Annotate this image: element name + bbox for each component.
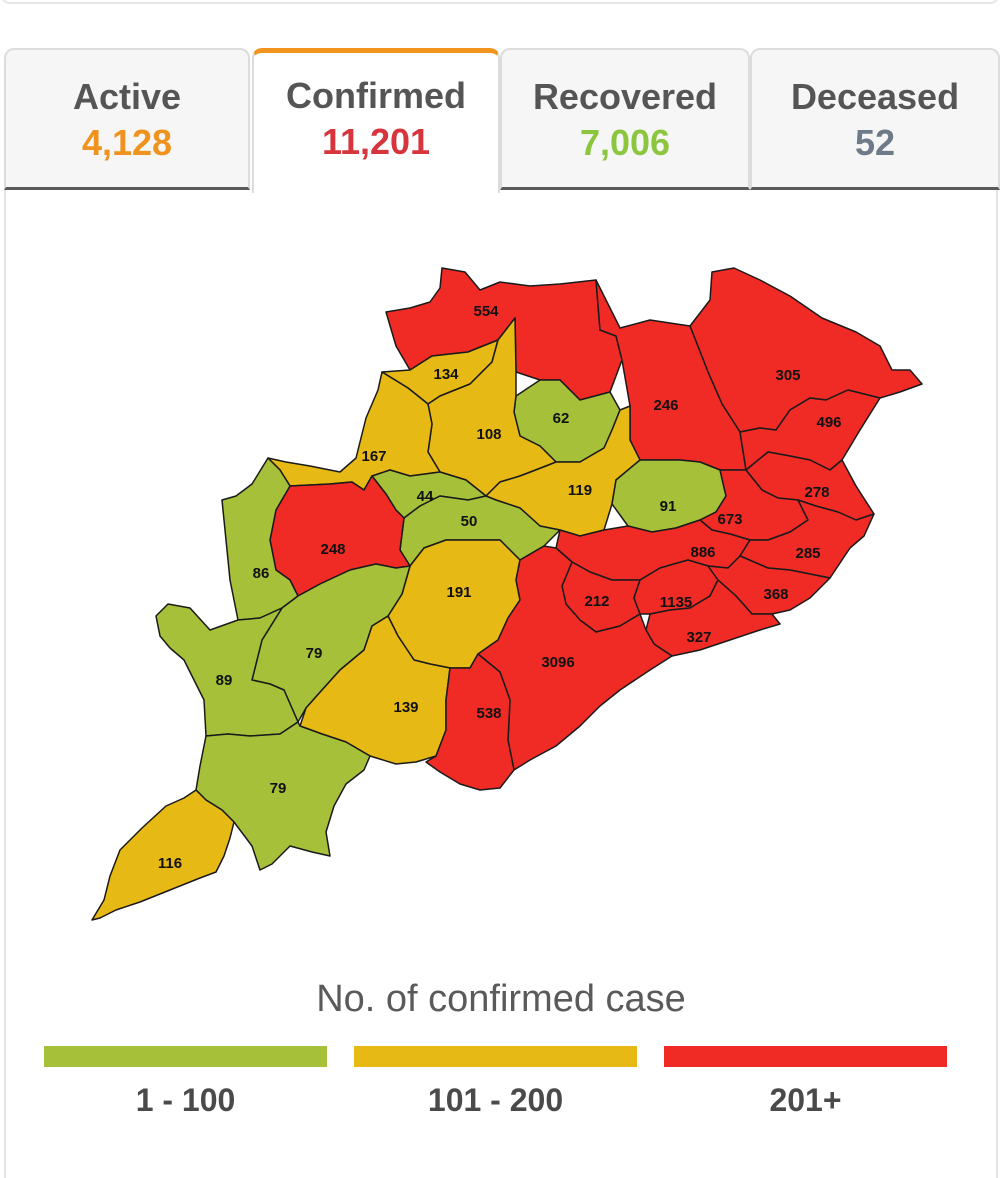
- tab-active[interactable]: Active 4,128: [4, 48, 250, 190]
- district-count-label: 86: [253, 565, 270, 582]
- district-count-label: 248: [320, 541, 345, 558]
- district-count-label: 119: [568, 482, 592, 499]
- tab-deceased-label: Deceased: [790, 76, 960, 117]
- district-count-label: 134: [433, 366, 459, 383]
- legend-swatch-low: [44, 1046, 327, 1067]
- tab-confirmed[interactable]: Confirmed 11,201: [252, 48, 500, 193]
- district-count-label: 108: [476, 426, 501, 443]
- tab-confirmed-label: Confirmed: [286, 75, 466, 116]
- tab-recovered-label: Recovered: [532, 76, 718, 117]
- district-map: 554 134 305 246 496 62 108 167 44 119 91 278 50 673 24…: [91, 267, 923, 921]
- district-count-label: 89: [216, 672, 233, 689]
- district-89[interactable]: [155, 603, 299, 737]
- district-count-label: 554: [473, 303, 499, 320]
- district-count-label: 79: [306, 645, 323, 662]
- district-count-label: 886: [690, 544, 715, 561]
- district-count-label: 44: [417, 488, 434, 505]
- district-count-label: 327: [686, 629, 711, 646]
- district-count-label: 62: [553, 410, 570, 427]
- legend-swatch-high: [664, 1046, 947, 1067]
- district-count-label: 139: [393, 699, 418, 716]
- district-count-label: 496: [816, 414, 841, 431]
- tab-active-value: 4,128: [81, 122, 173, 163]
- stat-tabs: Active 4,128 Confirmed 11,201 Recovered …: [4, 48, 1000, 193]
- district-count-label: 368: [763, 586, 788, 603]
- district-count-label: 191: [446, 584, 471, 601]
- district-count-label: 91: [660, 498, 677, 515]
- district-116[interactable]: [91, 789, 235, 921]
- legend-label-mid: 101 - 200: [427, 1082, 564, 1118]
- district-count-label: 285: [795, 545, 820, 562]
- tab-deceased[interactable]: Deceased 52: [750, 48, 1000, 190]
- legend-label-high: 201+: [769, 1082, 842, 1118]
- district-count-label: 1135: [660, 594, 693, 611]
- legend-title: No. of confirmed case: [316, 978, 686, 1020]
- legend-label-low: 1 - 100: [135, 1082, 236, 1118]
- district-count-label: 305: [775, 367, 800, 384]
- district-3096[interactable]: [477, 545, 673, 771]
- district-count-label: 246: [653, 397, 678, 414]
- district-count-label: 278: [804, 484, 829, 501]
- tab-recovered-value: 7,006: [579, 122, 671, 163]
- district-count-label: 50: [461, 513, 478, 530]
- tab-deceased-value: 52: [854, 122, 896, 163]
- tab-recovered[interactable]: Recovered 7,006: [500, 48, 750, 190]
- district-count-label: 167: [361, 448, 386, 465]
- tab-active-label: Active: [72, 76, 182, 117]
- district-count-label: 3096: [541, 654, 574, 671]
- legend-swatch-mid: [354, 1046, 637, 1067]
- district-count-label: 79: [270, 780, 287, 797]
- tab-confirmed-value: 11,201: [321, 121, 431, 162]
- district-count-label: 673: [717, 511, 742, 528]
- district-count-label: 538: [476, 705, 501, 722]
- district-count-label: 116: [158, 855, 182, 872]
- district-count-label: 212: [584, 593, 609, 610]
- district-538[interactable]: [425, 653, 515, 791]
